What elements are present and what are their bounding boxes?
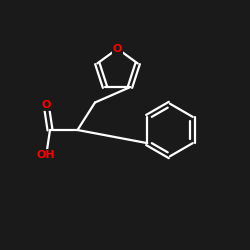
Text: OH: OH (37, 150, 56, 160)
Text: O: O (113, 44, 122, 54)
Text: O: O (42, 100, 51, 110)
